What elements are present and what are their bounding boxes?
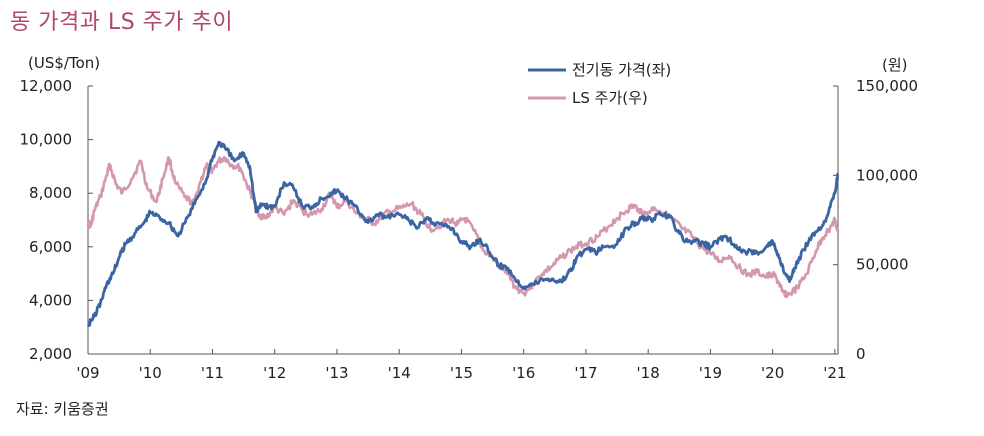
right-axis-unit: (원) <box>882 56 908 74</box>
right-tick-label: 50,000 <box>856 256 909 274</box>
left-axis-unit: (US$/Ton) <box>28 54 101 72</box>
left-tick-label: 10,000 <box>20 131 73 149</box>
source-note: 자료: 키움증권 <box>16 400 109 418</box>
right-tick-label: 0 <box>856 345 866 363</box>
x-tick-label: '13 <box>325 364 348 382</box>
left-tick-label: 8,000 <box>29 184 72 202</box>
x-tick-label: '12 <box>263 364 286 382</box>
left-tick-label: 2,000 <box>29 345 72 363</box>
x-tick-label: '19 <box>699 364 722 382</box>
x-tick-label: '18 <box>637 364 660 382</box>
x-tick-label: '09 <box>76 364 99 382</box>
x-tick-label: '17 <box>574 364 597 382</box>
right-tick-label: 150,000 <box>856 77 918 95</box>
series-line-copper-price <box>86 140 839 328</box>
x-tick-label: '20 <box>761 364 784 382</box>
chart-title: 동 가격과 LS 주가 추이 <box>10 10 234 35</box>
series-line-ls-stock <box>86 156 840 299</box>
x-tick-label: '21 <box>823 364 846 382</box>
left-tick-label: 4,000 <box>29 291 72 309</box>
x-tick-label: '10 <box>139 364 162 382</box>
legend-label-ls: LS 주가(우) <box>572 89 648 107</box>
x-tick-label: '15 <box>450 364 473 382</box>
x-tick-label: '14 <box>388 364 411 382</box>
x-tick-label: '16 <box>512 364 535 382</box>
left-tick-label: 6,000 <box>29 238 72 256</box>
left-tick-label: 12,000 <box>20 77 73 95</box>
legend-label-copper: 전기동 가격(좌) <box>572 61 671 79</box>
x-tick-label: '11 <box>201 364 224 382</box>
right-tick-label: 100,000 <box>856 166 918 184</box>
